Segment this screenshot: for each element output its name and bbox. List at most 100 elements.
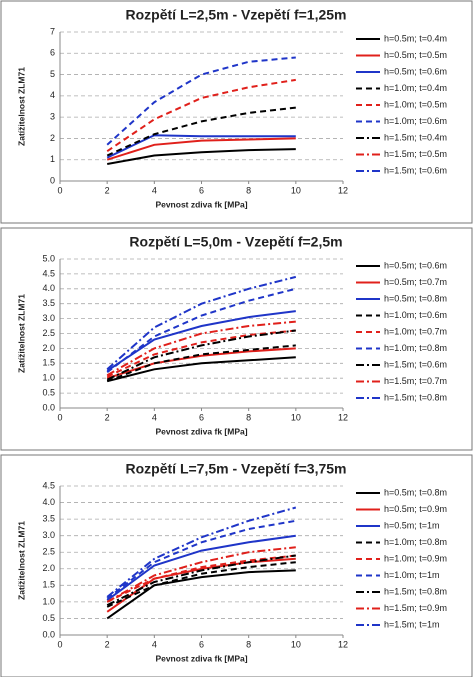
y-tick-label: 1: [50, 154, 55, 164]
y-tick-label: 4.0: [42, 497, 55, 507]
legend-label: h=0.5m; t=0.9m: [384, 504, 447, 514]
series-line: [107, 148, 296, 165]
series-line: [106, 56, 296, 146]
x-tick-label: 12: [338, 639, 348, 649]
x-axis-label: Pevnost zdiva fk [MPa]: [155, 426, 247, 436]
series-line: [106, 310, 296, 372]
x-tick-label: 0: [57, 412, 62, 422]
series-line: [106, 356, 296, 383]
y-tick-label: 3: [50, 112, 55, 122]
legend-label: h=1.0m; t=0.8m: [384, 537, 447, 547]
y-tick-label: 3.0: [42, 530, 55, 540]
y-tick-label: 4.5: [42, 268, 55, 278]
legend-label: h=1.0m; t=0.6m: [384, 310, 447, 320]
series-line: [106, 546, 296, 603]
legend-label: h=1.5m; t=0.8m: [384, 586, 447, 596]
x-axis-label: Pevnost zdiva fk [MPa]: [155, 199, 247, 209]
y-tick-label: 0.0: [42, 402, 55, 412]
y-tick-label: 2: [50, 133, 55, 143]
legend-label: h=1.0m; t=0.7m: [384, 326, 447, 336]
legend-label: h=0.5m; t=0.7m: [384, 277, 447, 287]
legend-label: h=1.0m; t=0.9m: [384, 553, 447, 563]
y-tick-label: 3.0: [42, 313, 55, 323]
legend-label: h=1.5m; t=1m: [384, 619, 440, 629]
series-line: [106, 534, 296, 602]
y-tick-label: 5: [50, 69, 55, 79]
series-line: [106, 554, 296, 607]
x-tick-label: 2: [105, 639, 110, 649]
x-tick-label: 12: [338, 185, 348, 195]
legend-label: h=1.0m; t=1m: [384, 570, 440, 580]
series-line: [106, 287, 297, 373]
y-tick-label: 1.5: [42, 580, 55, 590]
legend-label: h=0.5m; t=0.6m: [384, 260, 447, 270]
legend-label: h=1.0m; t=0.8m: [384, 343, 447, 353]
y-axis-label: Zatížitelnost ZLM71: [16, 294, 26, 373]
y-tick-label: 0.0: [42, 629, 55, 639]
chart-title: Rozpětí L=2,5m - Vzepětí f=1,25m: [126, 7, 347, 23]
series-line: [106, 506, 297, 598]
y-tick-label: 2.5: [42, 547, 55, 557]
x-tick-label: 12: [338, 412, 348, 422]
series-line: [106, 137, 296, 161]
x-tick-label: 2: [105, 185, 110, 195]
legend-label: h=1.5m; t=0.7m: [384, 376, 447, 386]
series-line: [106, 554, 296, 603]
series-line: [106, 134, 296, 159]
series-line: [106, 561, 296, 608]
panel-border: [0, 0, 473, 224]
chart-title: Rozpětí L=5,0m - Vzepětí f=2,5m: [129, 234, 342, 250]
y-tick-label: 5.0: [42, 253, 55, 263]
x-tick-label: 10: [291, 412, 301, 422]
x-tick-label: 8: [246, 185, 251, 195]
chart-title: Rozpětí L=7,5m - Vzepětí f=3,75m: [126, 461, 347, 477]
x-tick-label: 0: [57, 639, 62, 649]
legend-label: h=0.5m; t=1m: [384, 520, 440, 530]
x-tick-label: 2: [105, 412, 110, 422]
legend-label: h=1.5m; t=0.5m: [384, 149, 447, 159]
series-line: [106, 569, 296, 620]
series-line: [106, 329, 296, 381]
legend-label: h=1.5m; t=0.4m: [384, 132, 447, 142]
y-tick-label: 4.5: [42, 480, 55, 490]
x-tick-label: 8: [246, 412, 251, 422]
series-line: [106, 344, 296, 383]
chart-panel: Rozpětí L=2,5m - Vzepětí f=1,25m01234567…: [0, 0, 473, 224]
legend-label: h=1.5m; t=0.6m: [384, 165, 447, 175]
y-axis-label: Zatížitelnost ZLM71: [16, 521, 26, 600]
x-tick-label: 0: [57, 185, 62, 195]
series-line: [106, 78, 296, 153]
chart-panel: Rozpětí L=5,0m - Vzepětí f=2,5m 0.0 0.5 1.0…: [0, 227, 473, 451]
series-line: [106, 106, 296, 157]
y-tick-label: 4: [50, 90, 55, 100]
panel-border: [0, 454, 473, 677]
legend-label: h=1.0m; t=0.6m: [384, 116, 447, 126]
chart-panel: Rozpětí L=7,5m - Vzepětí f=3,75m 0.0 0.5 1.…: [0, 454, 473, 677]
x-tick-label: 6: [199, 185, 204, 195]
y-tick-label: 3.5: [42, 513, 55, 523]
legend-label: h=1.5m; t=0.8m: [384, 392, 447, 402]
y-tick-label: 7: [50, 26, 55, 36]
x-tick-label: 6: [199, 412, 204, 422]
legend-label: h=0.5m; t=0.4m: [384, 33, 447, 43]
legend-label: h=1.5m; t=0.6m: [384, 359, 447, 369]
y-tick-label: 6: [50, 48, 55, 58]
x-axis-label: Pevnost zdiva fk [MPa]: [155, 653, 247, 663]
legend-label: h=0.5m; t=0.8m: [384, 293, 447, 303]
x-tick-label: 8: [246, 639, 251, 649]
legend-label: h=0.5m; t=0.8m: [384, 487, 447, 497]
series-line: [106, 320, 296, 377]
legend-label: h=0.5m; t=0.5m: [384, 50, 447, 60]
panel-border: [0, 227, 473, 451]
y-tick-label: 2.0: [42, 563, 55, 573]
y-tick-label: 4.0: [42, 283, 55, 293]
y-tick-label: 0: [50, 175, 55, 185]
y-tick-label: 1.0: [42, 373, 55, 383]
series-line: [106, 519, 296, 600]
x-tick-label: 10: [291, 185, 301, 195]
y-tick-label: 0.5: [42, 613, 55, 623]
y-tick-label: 1.5: [42, 358, 55, 368]
y-tick-label: 3.5: [42, 298, 55, 308]
y-axis-label: Zatížitelnost ZLM71: [16, 67, 26, 146]
